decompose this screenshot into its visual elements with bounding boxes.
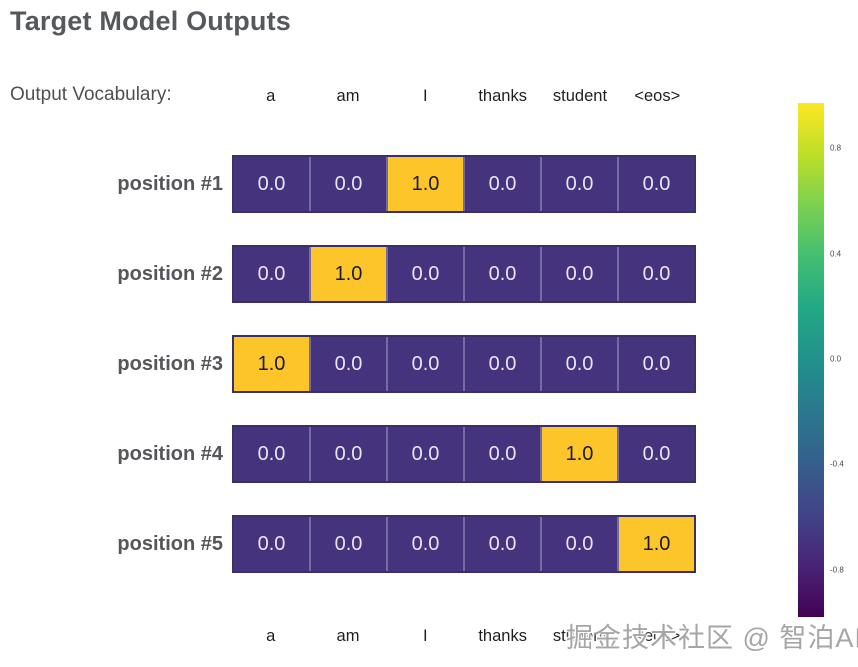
position-label: position #5 [117, 533, 223, 555]
colorbar-tick: -0.4 [830, 459, 844, 469]
heatmap-cell: 0.0 [309, 337, 386, 391]
vocab-label: <eos> [634, 87, 681, 105]
row-cells: 0.0 0.0 0.0 0.0 1.0 0.0 [232, 425, 696, 483]
vocab-label: I [423, 87, 428, 105]
x-axis-label: I [423, 627, 428, 645]
heatmap-cell: 0.0 [234, 157, 309, 211]
row-cells: 0.0 0.0 0.0 0.0 0.0 1.0 [232, 515, 696, 573]
heatmap-cell: 0.0 [234, 427, 309, 481]
heatmap-cell: 0.0 [617, 247, 694, 301]
x-axis-label: am [336, 627, 360, 645]
x-axis-label: <eos> [634, 627, 681, 645]
colorbar-tick-labels: 0.8 0.4 0.0 -0.4 -0.8 [830, 103, 858, 617]
heatmap-cell: 0.0 [540, 337, 617, 391]
watermark: 掘金技术社区 @ 智泊AI [566, 623, 858, 653]
heatmap-cell: 0.0 [386, 337, 463, 391]
heatmap-cell: 1.0 [309, 247, 386, 301]
heatmap-cell: 0.0 [617, 337, 694, 391]
x-axis-label: student [552, 627, 608, 645]
heatmap-cell: 0.0 [617, 427, 694, 481]
heatmap-cell: 1.0 [540, 427, 617, 481]
heatmap-cell: 0.0 [463, 517, 540, 571]
colorbar-tick: 0.8 [830, 143, 842, 153]
heatmap-cell: 0.0 [309, 157, 386, 211]
heatmap-row: position #1 0.0 0.0 1.0 0.0 0.0 0.0 [0, 155, 858, 213]
heatmap-cell: 1.0 [386, 157, 463, 211]
heatmap-cell: 0.0 [463, 337, 540, 391]
heatmap-cell: 0.0 [463, 247, 540, 301]
colorbar-tick: -0.8 [830, 565, 844, 574]
row-cells: 1.0 0.0 0.0 0.0 0.0 0.0 [232, 335, 696, 393]
position-label: position #1 [117, 173, 223, 195]
heatmap-cell: 0.0 [234, 247, 309, 301]
vocab-label: student [552, 87, 608, 105]
heatmap-cell: 0.0 [386, 427, 463, 481]
heatmap-cell: 0.0 [617, 157, 694, 211]
vocab-label: am [336, 87, 360, 105]
x-axis-label: thanks [478, 627, 527, 645]
heatmap-row: position #2 0.0 1.0 0.0 0.0 0.0 0.0 [0, 245, 858, 303]
heatmap-cell: 0.0 [540, 157, 617, 211]
row-cells: 0.0 0.0 1.0 0.0 0.0 0.0 [232, 155, 696, 213]
output-vocabulary-label: Output Vocabulary: [10, 84, 172, 105]
vocab-label: a [266, 87, 276, 105]
heatmap-cell: 0.0 [386, 517, 463, 571]
heatmap-cell: 0.0 [540, 247, 617, 301]
colorbar-gradient [798, 103, 824, 617]
heatmap-row: position #4 0.0 0.0 0.0 0.0 1.0 0.0 [0, 425, 858, 483]
colorbar-tick: 0.0 [830, 354, 842, 364]
position-label: position #3 [117, 353, 223, 375]
heatmap-cell: 0.0 [540, 517, 617, 571]
heatmap-cell: 1.0 [617, 517, 694, 571]
x-axis-label: a [266, 627, 276, 645]
heatmap-cell: 0.0 [463, 427, 540, 481]
figure-title: Target Model Outputs [10, 6, 291, 36]
heatmap-cell: 1.0 [234, 337, 309, 391]
position-label: position #4 [117, 443, 223, 465]
row-cells: 0.0 1.0 0.0 0.0 0.0 0.0 [232, 245, 696, 303]
vocab-label: thanks [478, 87, 527, 105]
colorbar-tick: 0.4 [830, 249, 842, 259]
position-label: position #2 [117, 263, 223, 285]
heatmap-cell: 0.0 [234, 517, 309, 571]
heatmap-cell: 0.0 [386, 247, 463, 301]
heatmap-cell: 0.0 [309, 427, 386, 481]
heatmap-cell: 0.0 [463, 157, 540, 211]
heatmap-row: position #5 0.0 0.0 0.0 0.0 0.0 1.0 [0, 515, 858, 573]
heatmap-row: position #3 1.0 0.0 0.0 0.0 0.0 0.0 [0, 335, 858, 393]
heatmap-cell: 0.0 [309, 517, 386, 571]
